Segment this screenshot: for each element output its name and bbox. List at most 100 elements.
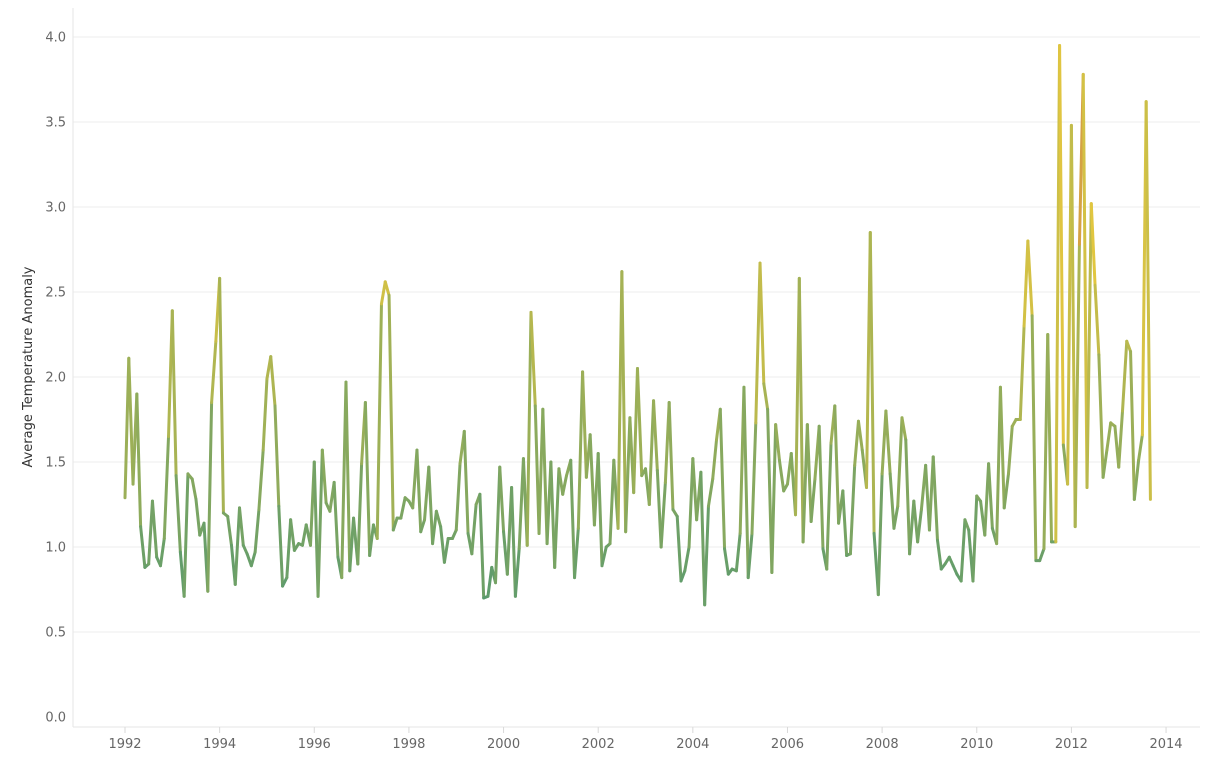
line-segment <box>1030 314 1038 563</box>
line-segment <box>332 480 340 559</box>
line-segment <box>884 409 892 476</box>
line-segment <box>434 509 443 529</box>
line-segment <box>987 462 994 530</box>
line-segment <box>1026 239 1034 318</box>
line-segment <box>439 525 446 564</box>
line-segment <box>391 516 399 532</box>
line-segment <box>1038 547 1046 563</box>
line-segment <box>600 545 608 568</box>
y-tick-labels: 0.0 0.5 1.0 1.5 2.0 2.5 3.0 3.5 4.0 <box>45 31 66 726</box>
line-segment <box>647 399 656 506</box>
line-segment <box>900 416 908 442</box>
line-segment <box>238 506 245 547</box>
line-segment <box>470 503 478 556</box>
line-segment <box>320 448 328 505</box>
line-segment <box>194 497 202 537</box>
y-tick-label: 3.0 <box>45 201 66 216</box>
x-ticks <box>124 727 1167 733</box>
line-segment <box>510 486 517 598</box>
line-segment <box>454 462 462 532</box>
line-segment <box>817 424 825 551</box>
line-segment <box>825 441 833 571</box>
line-segment <box>513 547 521 598</box>
line-segment <box>1097 353 1105 479</box>
line-segment <box>624 416 632 534</box>
line-segment <box>190 477 198 501</box>
line-segment <box>494 465 502 585</box>
line-segment <box>541 407 549 546</box>
line-segment <box>478 492 486 600</box>
line-segment <box>1069 123 1077 529</box>
line-segment <box>553 467 561 569</box>
line-segment <box>379 280 387 306</box>
line-segment <box>257 448 265 512</box>
line-segment <box>959 518 967 583</box>
line-segment <box>581 370 588 479</box>
line-segment <box>679 569 687 583</box>
line-segment <box>139 525 147 569</box>
line-segment <box>241 543 249 556</box>
line-segment <box>734 531 742 573</box>
line-segment <box>277 504 285 588</box>
line-segment <box>529 310 537 408</box>
line-segment <box>856 419 864 452</box>
line-segment <box>1081 72 1089 489</box>
x-tick-label: 2012 <box>1055 737 1088 752</box>
line-segment <box>777 458 786 493</box>
line-segment <box>841 489 849 557</box>
line-segment <box>809 477 817 523</box>
line-segment <box>1046 333 1054 544</box>
line-segment <box>896 416 904 508</box>
line-segment <box>273 404 281 508</box>
line-segment <box>758 261 766 386</box>
line-segment <box>1129 350 1136 501</box>
line-segment <box>916 508 923 544</box>
line-segment <box>703 504 710 607</box>
y-tick-label: 1.0 <box>45 541 66 556</box>
line-segment <box>770 423 778 574</box>
line-segment <box>691 457 699 522</box>
line-segment <box>269 355 277 408</box>
line-segment <box>261 377 269 452</box>
y-tick-label: 3.5 <box>45 116 66 131</box>
x-tick-label: 2004 <box>676 737 709 752</box>
line-segment <box>383 280 391 297</box>
x-tick-label: 2014 <box>1149 737 1182 752</box>
line-segment <box>375 302 383 540</box>
line-segment <box>399 496 407 520</box>
line-segment <box>1085 202 1093 489</box>
line-segment <box>206 401 214 593</box>
line-segment <box>711 438 718 481</box>
line-segment <box>754 261 762 425</box>
x-tick-label: 1998 <box>392 737 425 752</box>
line-segment <box>158 537 166 568</box>
line-segment <box>1058 44 1065 447</box>
line-segment <box>462 429 470 535</box>
line-segment <box>848 463 857 556</box>
y-tick-label: 2.0 <box>45 371 66 386</box>
line-segment <box>182 472 190 598</box>
line-segment <box>450 528 458 540</box>
line-segment <box>904 438 912 556</box>
line-segment <box>561 474 568 496</box>
line-segment <box>659 480 667 549</box>
x-tick-labels: 1992 1994 1996 1998 2000 2002 2004 2006 2008 2010… <box>108 737 1182 752</box>
line-segment <box>170 309 178 478</box>
line-segment <box>210 339 218 404</box>
line-segment <box>620 270 628 534</box>
x-tick-label: 1994 <box>203 737 236 752</box>
line-segment <box>1117 409 1125 469</box>
line-segment <box>868 231 876 535</box>
x-tick-label: 2008 <box>866 737 899 752</box>
line-segment <box>442 537 450 564</box>
x-tick-label: 2006 <box>771 737 804 752</box>
line-segment <box>281 576 289 588</box>
line-segment <box>588 433 596 527</box>
line-segment <box>162 435 171 540</box>
line-segment <box>596 452 604 568</box>
line-segment <box>963 518 971 532</box>
line-segment <box>797 276 805 544</box>
line-segment <box>486 565 494 598</box>
line-segment <box>226 514 233 547</box>
